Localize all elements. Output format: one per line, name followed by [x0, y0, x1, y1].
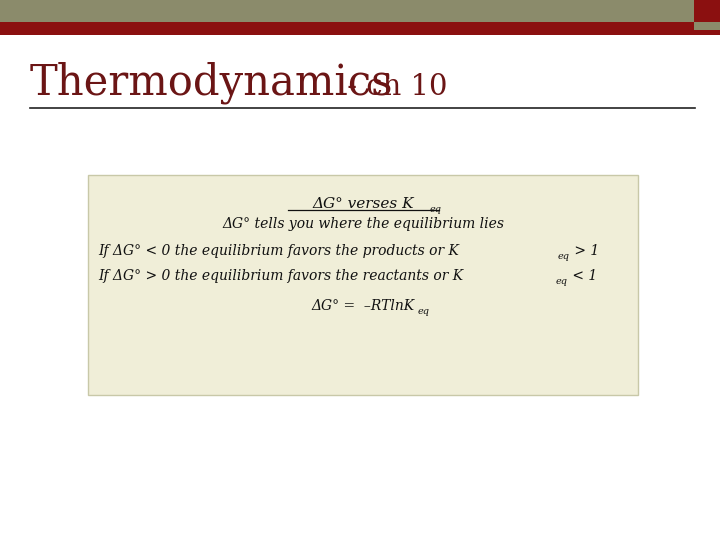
- Bar: [0, 22, 720, 35]
- Text: If ΔG° < 0 the equilibrium favors the products or K: If ΔG° < 0 the equilibrium favors the pr…: [98, 244, 459, 258]
- Text: eq: eq: [556, 277, 568, 286]
- Text: ΔG° tells you where the equilibrium lies: ΔG° tells you where the equilibrium lies: [222, 217, 504, 231]
- Text: > 1: > 1: [570, 244, 599, 258]
- Text: eq: eq: [418, 307, 430, 316]
- Text: If ΔG° > 0 the equilibrium favors the reactants or K: If ΔG° > 0 the equilibrium favors the re…: [98, 269, 463, 283]
- FancyBboxPatch shape: [88, 175, 638, 395]
- Text: ΔG° =  –RTlnK: ΔG° = –RTlnK: [312, 299, 415, 313]
- Text: - ch 10: - ch 10: [338, 73, 448, 101]
- Text: eq: eq: [558, 252, 570, 261]
- Text: eq: eq: [430, 205, 442, 214]
- Bar: [694, 22, 720, 30]
- Text: < 1: < 1: [568, 269, 598, 283]
- Text: Thermodynamics: Thermodynamics: [30, 62, 394, 105]
- Bar: [0, 0, 720, 22]
- Bar: [694, 0, 720, 22]
- Text: ΔG° verses K: ΔG° verses K: [312, 197, 414, 211]
